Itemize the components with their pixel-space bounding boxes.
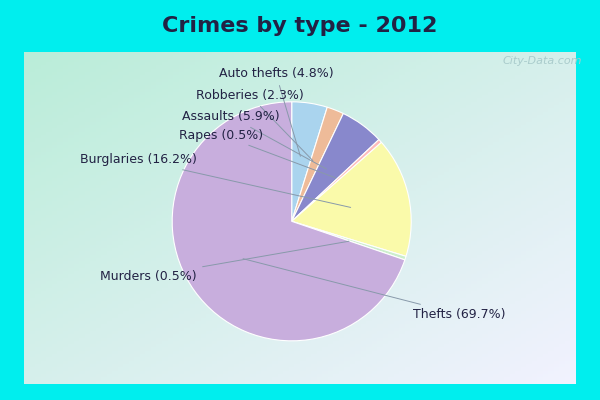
- Text: Murders (0.5%): Murders (0.5%): [100, 241, 349, 282]
- Text: Rapes (0.5%): Rapes (0.5%): [179, 128, 336, 178]
- Wedge shape: [172, 102, 405, 341]
- Text: Robberies (2.3%): Robberies (2.3%): [196, 89, 313, 161]
- Text: Burglaries (16.2%): Burglaries (16.2%): [80, 153, 350, 208]
- Wedge shape: [292, 102, 327, 221]
- Text: Thefts (69.7%): Thefts (69.7%): [243, 259, 505, 321]
- Wedge shape: [292, 221, 406, 260]
- Wedge shape: [292, 140, 382, 221]
- Wedge shape: [292, 142, 411, 256]
- Text: Auto thefts (4.8%): Auto thefts (4.8%): [218, 67, 333, 156]
- Wedge shape: [292, 107, 343, 221]
- Text: City-Data.com: City-Data.com: [503, 56, 582, 66]
- Text: Crimes by type - 2012: Crimes by type - 2012: [163, 16, 437, 36]
- Wedge shape: [292, 114, 379, 221]
- Text: Assaults (5.9%): Assaults (5.9%): [182, 110, 326, 169]
